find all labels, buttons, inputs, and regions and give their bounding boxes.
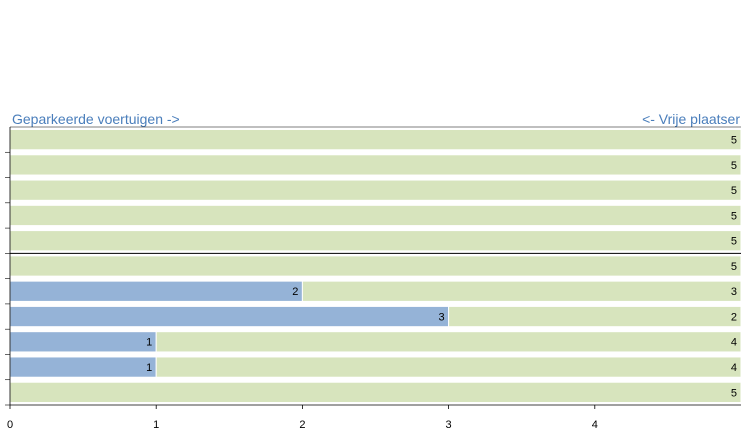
bar — [9, 305, 450, 328]
bar — [9, 255, 742, 277]
bar-label: 2 — [731, 311, 737, 323]
bar-label: 5 — [731, 185, 737, 197]
bar — [9, 154, 742, 176]
bar — [301, 280, 742, 302]
x-tick-label: 1 — [153, 419, 159, 431]
bar — [9, 356, 157, 378]
bar-label: 4 — [731, 362, 737, 374]
bar — [448, 305, 742, 328]
x-tick-label: 2 — [299, 419, 305, 431]
bar — [9, 230, 742, 252]
bar-label: 3 — [438, 311, 444, 323]
bar-label: 1 — [146, 362, 152, 374]
bar-label: 1 — [146, 337, 152, 349]
right-annotation: <- Vrije plaatser — [642, 111, 740, 127]
bar — [9, 381, 742, 403]
bar — [155, 356, 742, 378]
bar-label: 5 — [731, 160, 737, 172]
x-tick-label: 3 — [446, 419, 452, 431]
bar-label: 5 — [731, 135, 737, 147]
bar — [9, 204, 742, 227]
bar-label: 5 — [731, 387, 737, 399]
bar-label: 5 — [731, 210, 737, 222]
x-tick-label: 0 — [7, 419, 13, 431]
bar-label: 2 — [292, 286, 298, 298]
bar — [9, 129, 742, 151]
bar — [9, 331, 157, 353]
bar — [9, 280, 303, 302]
bar-label: 3 — [731, 286, 737, 298]
bar-label: 4 — [731, 337, 737, 349]
left-annotation: Geparkeerde voertuigen -> — [12, 111, 180, 127]
x-tick-label: 4 — [592, 419, 598, 431]
bar — [9, 179, 742, 201]
bar-label: 5 — [731, 261, 737, 273]
bar-label: 5 — [731, 236, 737, 248]
bar — [155, 331, 742, 353]
